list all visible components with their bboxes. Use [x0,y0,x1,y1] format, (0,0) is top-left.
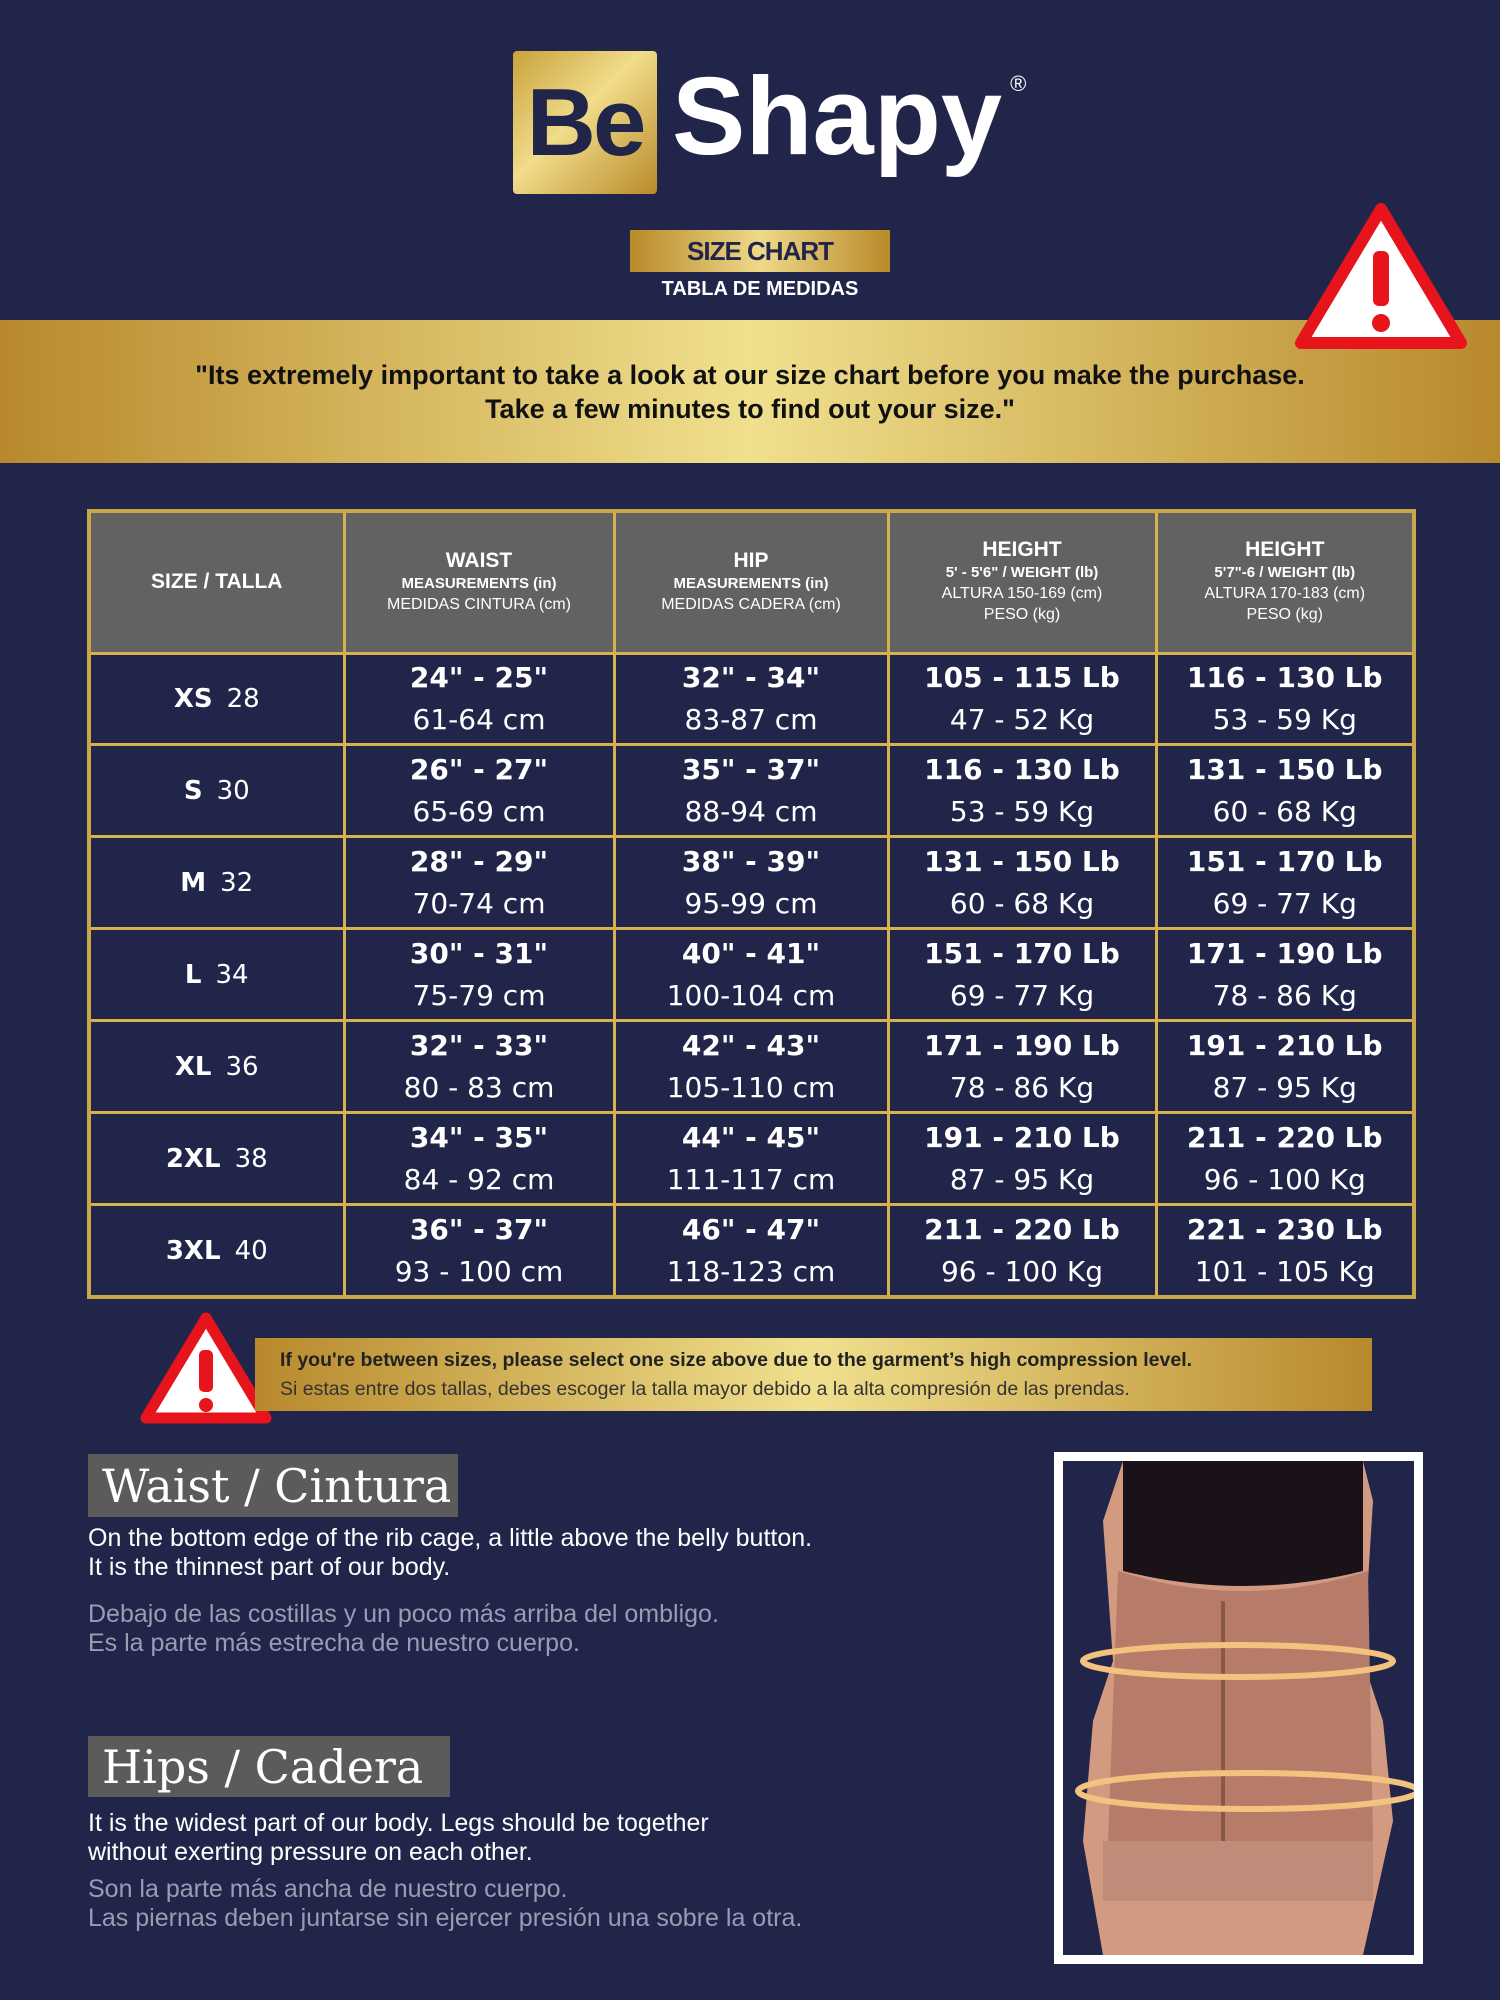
table-row: 2XL 38 34" - 35" 84 - 92 cm 44" - 45" 111-1… [87,1111,1416,1207]
table-row: XS 28 24" - 25" 61-64 cm 32" - 34" 83-87 cm… [87,651,1416,747]
size-cell: S 30 [87,743,346,839]
weight-tall-cell: 171 - 190 Lb 78 - 86 Kg [1154,927,1416,1023]
logo-be: Be [513,51,657,194]
hip-cell: 35" - 37" 88-94 cm [612,743,890,839]
model-photo [1054,1452,1423,1964]
important-banner: "Its extremely important to take a look … [0,320,1500,463]
waist-cell: 24" - 25" 61-64 cm [342,651,616,747]
hips-description-es: Son la parte más ancha de nuestro cuerpo… [88,1875,803,1932]
header-height-tall: HEIGHT 5'7"-6 / WEIGHT (lb) ALTURA 170-183… [1154,509,1416,655]
hip-cell: 44" - 45" 111-117 cm [612,1111,890,1207]
warning-icon [1295,203,1467,349]
weight-short-cell: 105 - 115 Lb 47 - 52 Kg [886,651,1158,747]
size-cell: XL 36 [87,1019,346,1115]
header-waist: WAIST MEASUREMENTS (in) MEDIDAS CINTURA (c… [342,509,616,655]
waist-cell: 26" - 27" 65-69 cm [342,743,616,839]
weight-tall-cell: 151 - 170 Lb 69 - 77 Kg [1154,835,1416,931]
between-sizes-note: If you're between sizes, please select o… [255,1338,1372,1411]
size-chart-table: SIZE / TALLA WAIST MEASUREMENTS (in) MEDID… [87,509,1416,1299]
weight-tall-cell: 131 - 150 Lb 60 - 68 Kg [1154,743,1416,839]
size-cell: M 32 [87,835,346,931]
hips-description-en: It is the widest part of our body. Legs … [88,1809,709,1866]
banner-line-1: "Its extremely important to take a look … [195,360,1305,390]
waist-cell: 34" - 35" 84 - 92 cm [342,1111,616,1207]
weight-tall-cell: 191 - 210 Lb 87 - 95 Kg [1154,1019,1416,1115]
weight-short-cell: 116 - 130 Lb 53 - 59 Kg [886,743,1158,839]
weight-short-cell: 191 - 210 Lb 87 - 95 Kg [886,1111,1158,1207]
warning-icon-small [140,1312,272,1424]
hip-cell: 42" - 43" 105-110 cm [612,1019,890,1115]
table-row: XL 36 32" - 33" 80 - 83 cm 42" - 43" 105-11… [87,1019,1416,1115]
header-height-short: HEIGHT 5' - 5'6" / WEIGHT (lb) ALTURA 150-… [886,509,1158,655]
note-english: If you're between sizes, please select o… [280,1349,1193,1371]
table-header-row: SIZE / TALLA WAIST MEASUREMENTS (in) MEDID… [87,509,1416,655]
registered-mark: ® [1010,71,1027,96]
waist-label: Waist / Cintura [88,1454,458,1517]
hip-cell: 40" - 41" 100-104 cm [612,927,890,1023]
hip-cell: 46" - 47" 118-123 cm [612,1203,890,1299]
waist-description-en: On the bottom edge of the rib cage, a li… [88,1524,813,1581]
size-cell: L 34 [87,927,346,1023]
table-row: S 30 26" - 27" 65-69 cm 35" - 37" 88-94 cm … [87,743,1416,839]
weight-short-cell: 131 - 150 Lb 60 - 68 Kg [886,835,1158,931]
logo-wordmark: Shapy ® [672,52,1026,182]
table-row: L 34 30" - 31" 75-79 cm 40" - 41" 100-104 c… [87,927,1416,1023]
size-chart-title: SIZE CHART [630,230,890,272]
weight-tall-cell: 116 - 130 Lb 53 - 59 Kg [1154,651,1416,747]
hips-label: Hips / Cadera [88,1736,450,1797]
header-hip: HIP MEASUREMENTS (in) MEDIDAS CADERA (cm) [612,509,890,655]
weight-short-cell: 171 - 190 Lb 78 - 86 Kg [886,1019,1158,1115]
size-chart-subtitle: TABLA DE MEDIDAS [661,278,859,300]
weight-short-cell: 211 - 220 Lb 96 - 100 Kg [886,1203,1158,1299]
hip-cell: 38" - 39" 95-99 cm [612,835,890,931]
waist-cell: 36" - 37" 93 - 100 cm [342,1203,616,1299]
shapewear-illustration [1063,1461,1414,1955]
logo-shapy: Shapy [672,55,1003,178]
note-spanish: Si estas entre dos tallas, debes escoger… [280,1378,1130,1400]
header-size: SIZE / TALLA [87,509,346,655]
waist-cell: 30" - 31" 75-79 cm [342,927,616,1023]
hip-cell: 32" - 34" 83-87 cm [612,651,890,747]
waist-description-es: Debajo de las costillas y un poco más ar… [88,1600,719,1657]
weight-short-cell: 151 - 170 Lb 69 - 77 Kg [886,927,1158,1023]
size-cell: 2XL 38 [87,1111,346,1207]
table-row: M 32 28" - 29" 70-74 cm 38" - 39" 95-99 cm … [87,835,1416,931]
weight-tall-cell: 211 - 220 Lb 96 - 100 Kg [1154,1111,1416,1207]
banner-line-2: Take a few minutes to find out your size… [485,394,1015,424]
weight-tall-cell: 221 - 230 Lb 101 - 105 Kg [1154,1203,1416,1299]
waist-cell: 28" - 29" 70-74 cm [342,835,616,931]
table-row: 3XL 40 36" - 37" 93 - 100 cm 46" - 47" 118-… [87,1203,1416,1299]
size-cell: XS 28 [87,651,346,747]
waist-cell: 32" - 33" 80 - 83 cm [342,1019,616,1115]
size-cell: 3XL 40 [87,1203,346,1299]
